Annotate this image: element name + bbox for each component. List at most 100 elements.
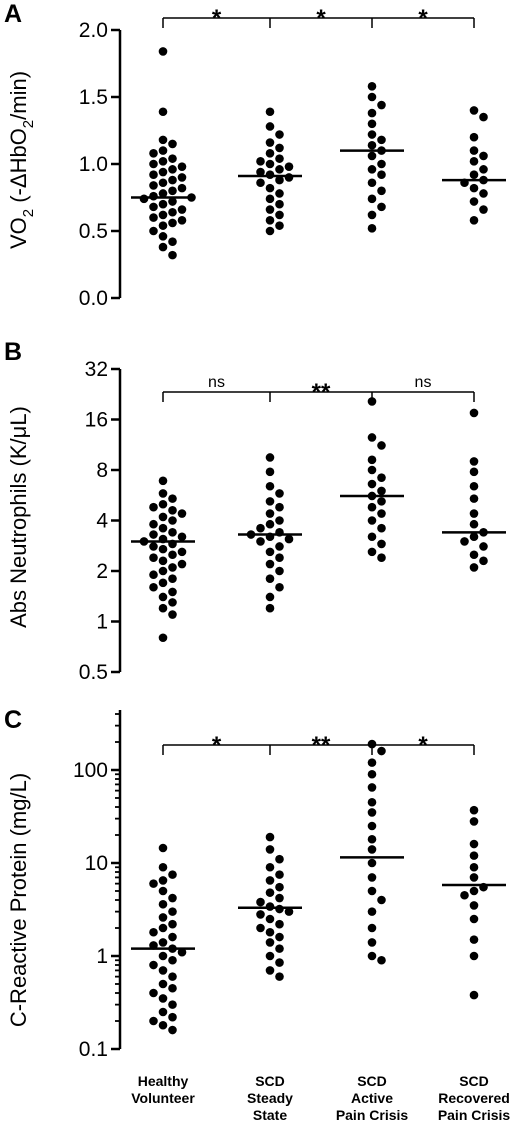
- data-point: [158, 556, 168, 566]
- data-point: [168, 610, 177, 619]
- data-point: [265, 845, 275, 854]
- data-point: [149, 519, 158, 529]
- data-point: [275, 210, 284, 220]
- data-point: [158, 899, 168, 909]
- y-tick-label: 0.5: [79, 661, 108, 684]
- data-point: [256, 923, 265, 933]
- data-point: [469, 935, 479, 944]
- data-point: [256, 897, 265, 907]
- data-point: [158, 886, 168, 896]
- data-point: [158, 966, 168, 975]
- data-point: [469, 408, 479, 418]
- data-point: [158, 951, 168, 961]
- data-point: [275, 893, 284, 903]
- data-point: [469, 197, 479, 206]
- data-point: [149, 502, 158, 512]
- y-tick-label: 1.5: [79, 86, 108, 109]
- data-point: [367, 516, 377, 525]
- data-point: [367, 140, 377, 150]
- panel-b-axes: 0.5 1 2 4 8 16 32: [79, 358, 122, 684]
- data-point: [158, 566, 168, 576]
- data-point: [479, 542, 488, 551]
- data-point: [158, 923, 168, 933]
- data-point: [168, 186, 177, 196]
- data-point: [177, 547, 187, 557]
- data-point: [275, 516, 284, 525]
- y-tick-label: 2.0: [79, 19, 108, 42]
- data-point: [469, 563, 479, 572]
- data-point: [168, 932, 177, 942]
- data-point: [275, 130, 284, 139]
- data-point: [275, 932, 284, 942]
- data-point: [177, 947, 187, 957]
- data-point: [265, 927, 275, 937]
- panel-b-data-points: [131, 397, 506, 643]
- category-label: Steady: [247, 1090, 293, 1106]
- data-point: [168, 494, 177, 503]
- data-point: [265, 138, 275, 147]
- data-point: [367, 165, 377, 174]
- data-point: [149, 213, 158, 222]
- data-point: [158, 544, 168, 554]
- y-tick-label: 2: [96, 560, 108, 583]
- data-point: [275, 542, 284, 551]
- data-point: [469, 457, 479, 466]
- data-point: [367, 479, 377, 489]
- data-point: [139, 194, 149, 204]
- data-point: [367, 797, 377, 807]
- data-point: [149, 570, 158, 580]
- data-point: [275, 221, 284, 230]
- data-point: [158, 232, 168, 241]
- data-point: [168, 516, 177, 525]
- y-tick-label: 1: [96, 611, 108, 634]
- data-point: [377, 486, 386, 496]
- data-point: [469, 914, 479, 924]
- data-point: [265, 914, 275, 924]
- data-point: [275, 175, 284, 185]
- data-point: [377, 186, 386, 196]
- data-point: [158, 578, 168, 588]
- category-label: Pain Crisis: [438, 1107, 511, 1123]
- data-point: [168, 955, 177, 965]
- data-point: [158, 938, 168, 947]
- data-point: [367, 108, 377, 118]
- data-point: [367, 886, 377, 896]
- data-point: [469, 886, 479, 896]
- data-point: [479, 151, 488, 161]
- data-point: [367, 758, 377, 767]
- y-tick-label: 32: [85, 358, 108, 381]
- significance-label: *: [316, 5, 326, 32]
- y-tick-label: 0.1: [79, 1038, 108, 1061]
- data-point: [377, 539, 386, 549]
- data-point: [158, 178, 168, 188]
- data-point: [177, 215, 187, 225]
- data-point: [177, 205, 187, 214]
- data-point: [275, 882, 284, 892]
- data-point: [284, 162, 294, 171]
- data-point: [168, 506, 177, 515]
- data-point: [168, 574, 177, 583]
- data-point: [367, 845, 377, 854]
- data-point: [158, 592, 168, 602]
- data-point: [158, 994, 168, 1003]
- data-point: [149, 191, 158, 201]
- panel-a-letter: A: [4, 0, 22, 28]
- data-point: [377, 746, 386, 756]
- data-point: [469, 901, 479, 910]
- data-point: [367, 224, 377, 233]
- data-point: [367, 873, 377, 882]
- data-point: [149, 181, 158, 190]
- data-point: [265, 453, 275, 462]
- data-point: [367, 465, 377, 475]
- data-point: [265, 183, 275, 193]
- data-point: [149, 159, 158, 169]
- category-label: State: [253, 1107, 287, 1123]
- data-point: [168, 237, 177, 247]
- data-point: [177, 173, 187, 182]
- data-point: [367, 502, 377, 512]
- significance-label: *: [418, 732, 428, 759]
- data-point: [275, 870, 284, 879]
- data-point: [275, 165, 284, 174]
- data-point: [367, 547, 377, 557]
- data-point: [265, 509, 275, 518]
